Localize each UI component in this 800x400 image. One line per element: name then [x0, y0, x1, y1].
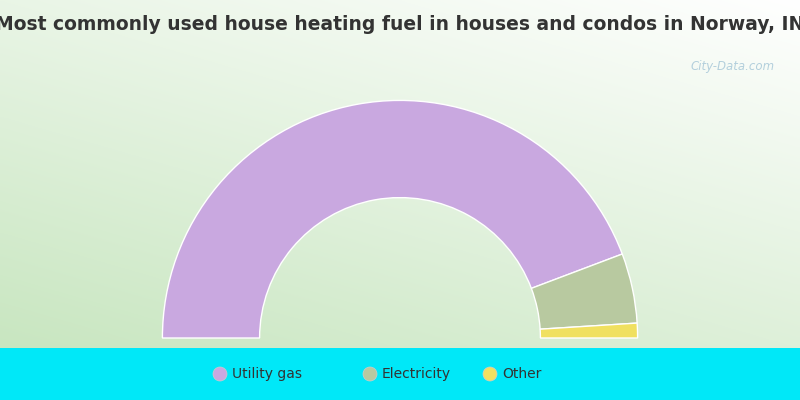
- Text: Other: Other: [502, 367, 542, 381]
- Wedge shape: [162, 100, 622, 338]
- Bar: [0, 348, 800, 400]
- Ellipse shape: [483, 367, 497, 381]
- Wedge shape: [531, 254, 637, 329]
- Ellipse shape: [213, 367, 227, 381]
- Text: Most commonly used house heating fuel in houses and condos in Norway, IN: Most commonly used house heating fuel in…: [0, 15, 800, 34]
- Ellipse shape: [363, 367, 377, 381]
- Text: Electricity: Electricity: [382, 367, 451, 381]
- Wedge shape: [540, 323, 638, 338]
- Text: City-Data.com: City-Data.com: [691, 60, 775, 73]
- Text: Utility gas: Utility gas: [232, 367, 302, 381]
